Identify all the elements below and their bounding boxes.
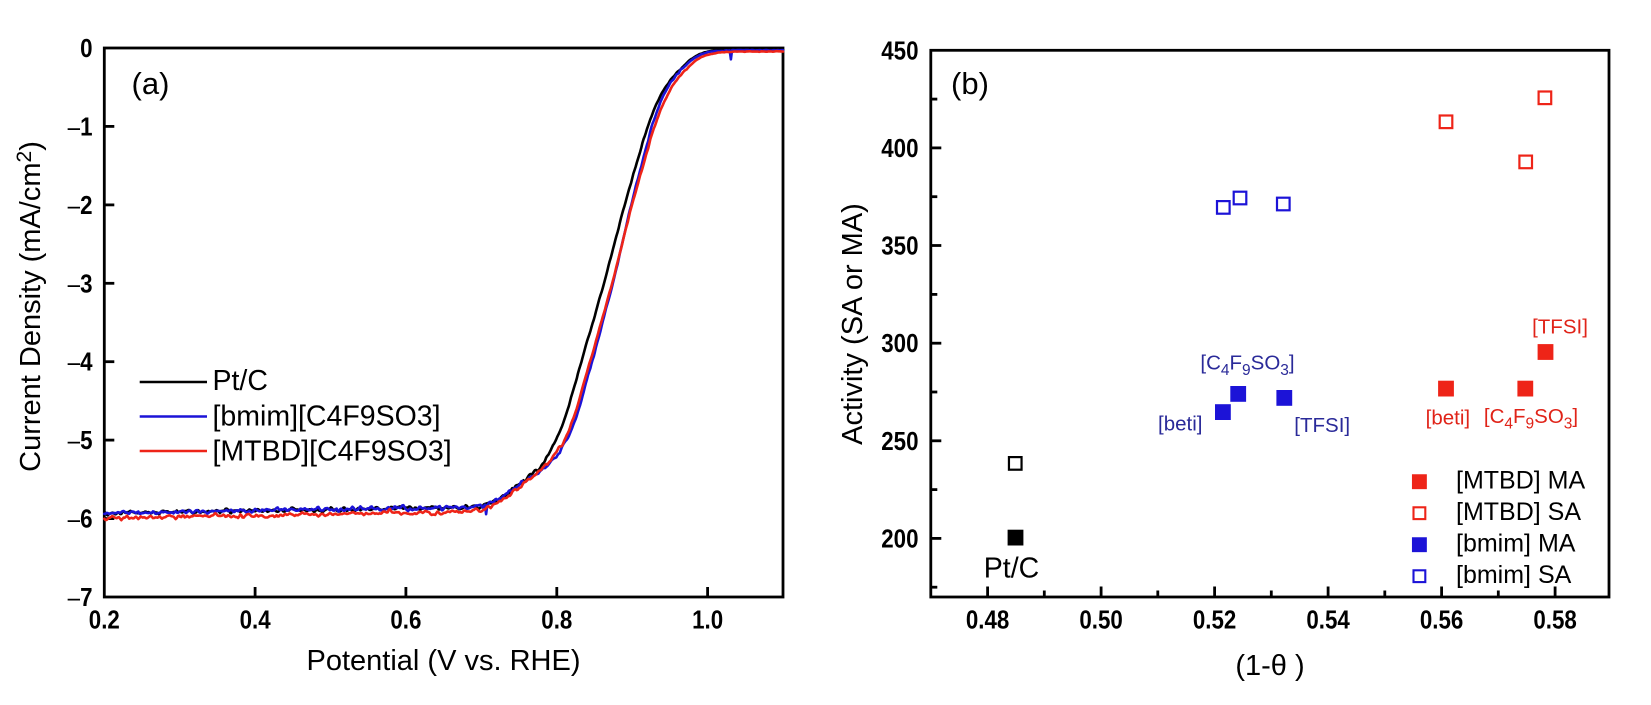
svg-text:[bmim] MA: [bmim] MA — [1456, 530, 1576, 558]
svg-text:[C4F9SO3]: [C4F9SO3] — [1484, 405, 1578, 433]
svg-text:0: 0 — [80, 34, 92, 63]
svg-text:[MTBD] MA: [MTBD] MA — [1456, 467, 1585, 495]
svg-text:Potential (V vs. RHE): Potential (V vs. RHE) — [307, 645, 581, 677]
svg-text:–5: –5 — [68, 427, 93, 456]
svg-text:0.58: 0.58 — [1533, 606, 1576, 635]
svg-text:0.56: 0.56 — [1420, 606, 1463, 635]
svg-text:0.4: 0.4 — [240, 606, 271, 635]
svg-text:[MTBD] SA: [MTBD] SA — [1456, 498, 1581, 526]
svg-text:0.54: 0.54 — [1306, 606, 1350, 635]
svg-text:–1: –1 — [68, 113, 93, 142]
svg-text:–3: –3 — [68, 270, 93, 299]
svg-text:[bmim] SA: [bmim] SA — [1456, 561, 1572, 589]
svg-text:Pt/C: Pt/C — [984, 553, 1039, 585]
svg-text:[bmim][C4F9SO3]: [bmim][C4F9SO3] — [213, 401, 441, 433]
svg-text:(a): (a) — [132, 66, 170, 101]
svg-text:[MTBD][C4F9SO3]: [MTBD][C4F9SO3] — [213, 436, 452, 468]
svg-text:250: 250 — [881, 427, 918, 456]
svg-text:350: 350 — [881, 232, 918, 261]
svg-text:–6: –6 — [68, 505, 93, 534]
svg-text:–7: –7 — [68, 583, 93, 612]
svg-text:200: 200 — [881, 525, 918, 554]
svg-text:450: 450 — [881, 37, 918, 66]
svg-text:Current Density (mA/cm2): Current Density (mA/cm2) — [13, 141, 47, 472]
svg-text:0.8: 0.8 — [541, 606, 572, 635]
svg-text:[TFSI]: [TFSI] — [1532, 316, 1588, 339]
svg-text:0.6: 0.6 — [390, 606, 421, 635]
svg-text:0.48: 0.48 — [966, 606, 1009, 635]
svg-text:[beti]: [beti] — [1426, 406, 1470, 429]
svg-text:300: 300 — [881, 330, 918, 359]
svg-text:0.52: 0.52 — [1193, 606, 1236, 635]
svg-text:0.2: 0.2 — [89, 606, 120, 635]
svg-text:Pt/C: Pt/C — [213, 365, 268, 397]
svg-text:[TFSI]: [TFSI] — [1294, 414, 1350, 437]
svg-text:–4: –4 — [68, 348, 93, 377]
svg-text:(b): (b) — [951, 66, 989, 101]
svg-text:[beti]: [beti] — [1158, 413, 1202, 436]
svg-text:400: 400 — [881, 134, 918, 163]
svg-text:1.0: 1.0 — [692, 606, 723, 635]
svg-text:–2: –2 — [68, 191, 93, 220]
svg-text:(1-θ ): (1-θ ) — [1235, 650, 1304, 682]
svg-text:Activity (SA or MA): Activity (SA or MA) — [837, 203, 869, 445]
svg-text:0.50: 0.50 — [1079, 606, 1122, 635]
